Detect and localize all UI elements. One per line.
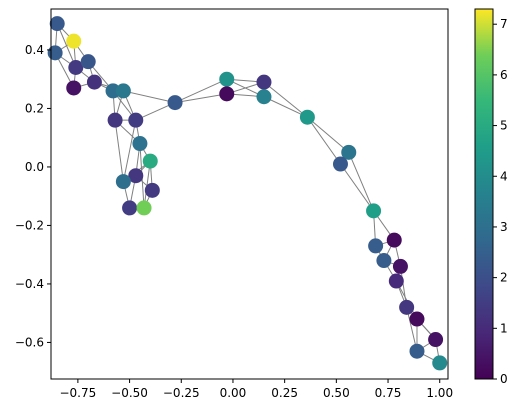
graph-edge <box>263 96 308 118</box>
graph-node <box>115 174 131 190</box>
graph-node <box>144 182 160 198</box>
graph-edge <box>174 78 227 104</box>
graph-node <box>409 311 425 327</box>
graph-edge <box>406 307 418 352</box>
edges-layer <box>54 23 441 364</box>
graph-node <box>68 59 84 75</box>
axes-frame <box>50 8 449 380</box>
graph-node <box>376 253 392 269</box>
graph-node <box>368 238 384 254</box>
colorbar-tick-label: 6 <box>500 68 508 82</box>
x-tick-label: −0.25 <box>163 386 200 400</box>
graph-node <box>66 33 82 49</box>
graph-node <box>219 71 235 87</box>
y-tick-label: 0.0 <box>25 160 44 174</box>
y-tick-label: 0.2 <box>25 101 44 115</box>
colorbar-tick-label: 1 <box>500 321 508 335</box>
graph-node <box>219 86 235 102</box>
graph-edge <box>263 81 308 118</box>
graph-edge <box>307 116 350 153</box>
graph-node <box>341 144 357 160</box>
x-axis: −0.75 −0.50 −0.25 0.00 0.25 0.50 0.75 1.00 <box>59 379 453 400</box>
graph-node <box>256 89 272 105</box>
x-tick-label: 0.25 <box>271 386 298 400</box>
graph-node <box>428 332 444 348</box>
graph-node <box>107 112 123 128</box>
graph-node <box>80 54 96 70</box>
colorbar-tick-label: 5 <box>500 119 508 133</box>
colorbar: 0 1 2 3 4 5 6 7 <box>474 8 508 386</box>
colorbar-gradient <box>475 9 493 379</box>
graph-node <box>399 299 415 315</box>
graph-node <box>128 168 144 184</box>
graph-node <box>49 16 65 32</box>
graph-edge <box>143 161 151 208</box>
graph-node <box>366 203 382 219</box>
graph-node <box>66 80 82 96</box>
colorbar-tick-label: 3 <box>500 220 508 234</box>
graph-node <box>136 200 152 216</box>
graph-edge <box>348 152 375 212</box>
x-tick-label: 0.75 <box>375 386 402 400</box>
graph-node <box>432 355 448 371</box>
graph-node <box>409 343 425 359</box>
y-axis: 0.4 0.2 0.0 −0.2 −0.4 −0.6 <box>15 43 51 349</box>
graph-node <box>105 83 121 99</box>
graph-edge <box>174 93 227 104</box>
graph-edge <box>123 90 176 104</box>
y-tick-label: 0.4 <box>25 43 44 57</box>
graph-edge <box>306 116 341 165</box>
x-tick-label: 0.00 <box>220 386 247 400</box>
x-tick-label: 1.00 <box>426 386 453 400</box>
graph-node <box>86 74 102 90</box>
graph-node <box>256 74 272 90</box>
graph-node <box>142 153 158 169</box>
graph-node <box>386 232 402 248</box>
graph-node <box>132 136 148 152</box>
graph-node <box>388 273 404 289</box>
x-tick-label: 0.50 <box>323 386 350 400</box>
colorbar-tick-label: 0 <box>500 372 508 386</box>
x-tick-label: −0.75 <box>59 386 96 400</box>
graph-node <box>128 112 144 128</box>
colorbar-tick-label: 2 <box>500 271 508 285</box>
plot-area <box>47 8 449 380</box>
graph-node <box>47 45 63 61</box>
graph-edge <box>122 120 137 182</box>
graph-edge <box>340 163 374 212</box>
colorbar-ticks: 0 1 2 3 4 5 6 7 <box>493 17 508 386</box>
colorbar-tick-label: 7 <box>500 17 508 31</box>
x-tick-label: −0.50 <box>111 386 148 400</box>
graph-edge <box>114 120 124 182</box>
y-tick-label: −0.4 <box>15 277 44 291</box>
graph-node <box>392 258 408 274</box>
graph-node <box>167 95 183 111</box>
graph-node <box>299 109 315 125</box>
graph-node <box>115 83 131 99</box>
nodes-layer <box>47 16 448 371</box>
y-tick-label: −0.6 <box>15 335 44 349</box>
colorbar-tick-label: 4 <box>500 169 508 183</box>
graph-node <box>122 200 138 216</box>
y-tick-label: −0.2 <box>15 218 44 232</box>
graph-node <box>332 156 348 172</box>
colorbar-frame <box>474 8 494 380</box>
